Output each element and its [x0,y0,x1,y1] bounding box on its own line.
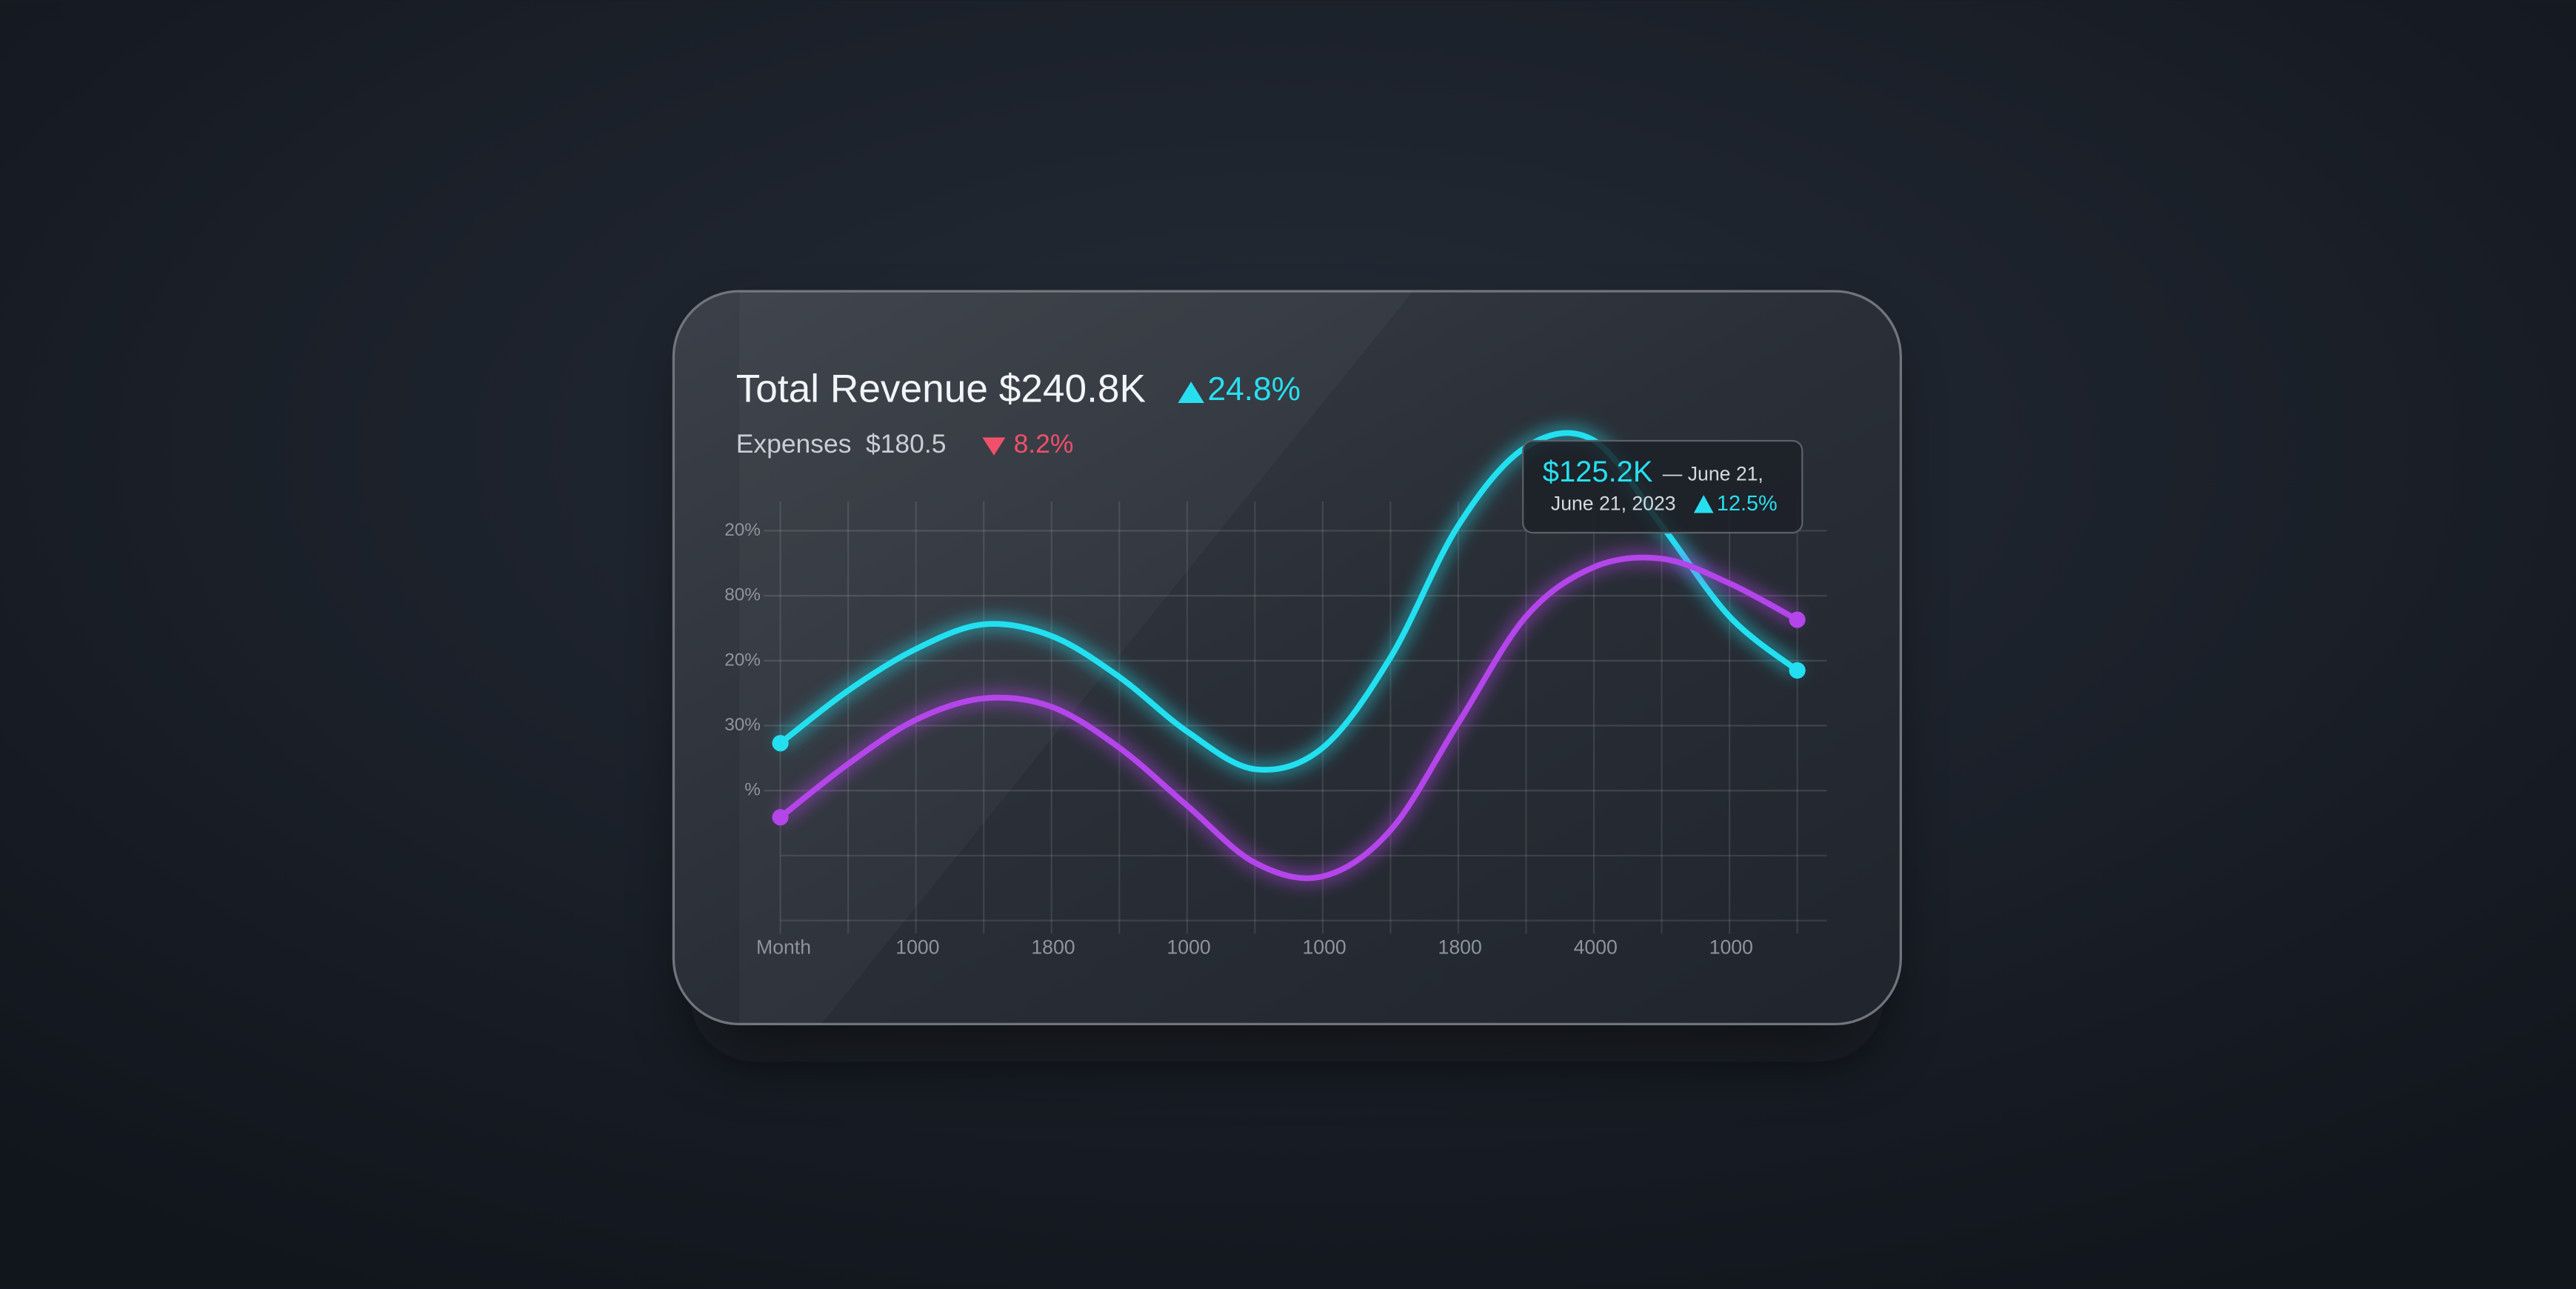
y-tick-label: 20% [724,520,761,540]
title: Total Revenue $240.8K [736,367,1146,410]
endpoint [1789,611,1806,628]
y-tick-label: 80% [724,585,761,605]
title-change: 24.8% [1207,371,1301,407]
y-tick-label: % [744,780,761,800]
endpoint [772,809,789,826]
tooltip-change: 12.5% [1717,492,1778,516]
y-tick-label: 30% [724,715,761,735]
tooltip-value: $125.2K [1543,456,1653,488]
tooltip: $125.2K — June 21, June 21, 2023 12.5% [1522,439,1803,534]
x-tick-label: 4000 [1574,936,1618,958]
down-arrow [982,437,1006,456]
series-line [777,554,1801,882]
tooltip-box [1522,439,1803,534]
subtitle-label: Expenses [736,429,852,459]
x-tick-label: 1800 [1031,936,1075,958]
subtitle-change: 8.2% [1014,429,1074,459]
tooltip-arrow [1693,495,1714,513]
x-tick-label: 1000 [895,936,939,958]
x-tick-label: 1000 [1709,936,1753,958]
y-tick-label: 20% [724,650,761,670]
x-tick-label: Month [756,936,811,958]
endpoint [1789,662,1806,679]
up-arrow [1178,382,1204,403]
x-tick-label: 1000 [1167,936,1210,958]
endpoint [772,735,789,752]
x-tick-label: 1000 [1302,936,1346,958]
tooltip-date: June 21, 2023 [1551,492,1676,514]
x-tick-label: 1800 [1438,936,1482,958]
subtitle-value: $180.5 [866,429,947,459]
tooltip-date-short: — June 21, [1663,463,1764,485]
